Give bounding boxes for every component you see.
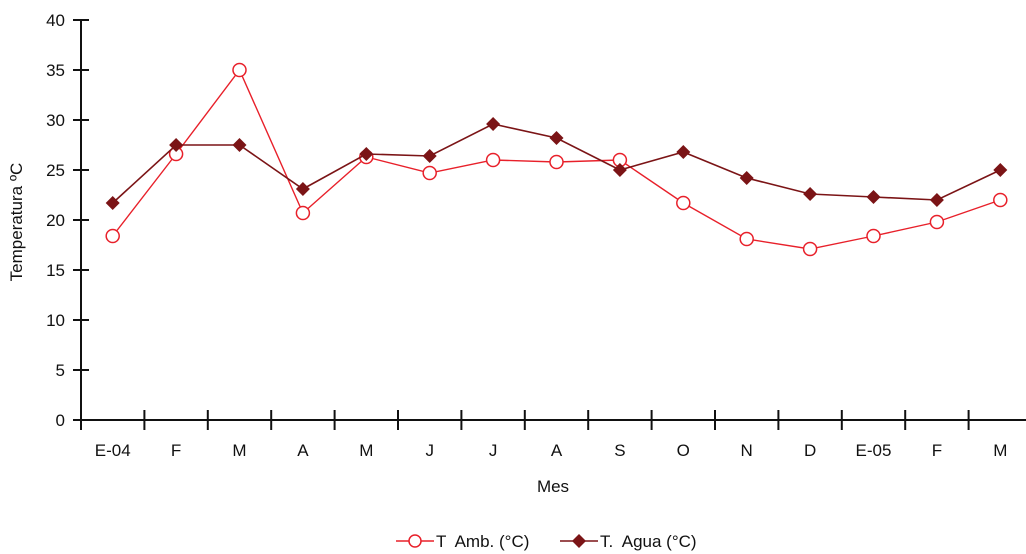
- data-point: [929, 193, 944, 207]
- legend-label-t-amb: T Amb. (°C): [436, 532, 529, 551]
- data-point: [739, 231, 754, 247]
- data-point: [676, 145, 691, 159]
- data-point: [929, 214, 945, 230]
- data-point: [866, 190, 881, 204]
- y-tick-label: 10: [46, 311, 65, 330]
- x-tick-label: M: [232, 441, 246, 460]
- x-tick-label: E-04: [95, 441, 131, 460]
- data-point: [485, 152, 501, 168]
- y-tick-label: 25: [46, 161, 65, 180]
- y-tick-label: 30: [46, 111, 65, 130]
- x-tick-label: M: [359, 441, 373, 460]
- legend: T Amb. (°C) T. Agua (°C): [396, 532, 697, 551]
- y-tick-label: 20: [46, 211, 65, 230]
- y-tick-label: 0: [56, 411, 65, 430]
- x-tick-label: J: [425, 441, 434, 460]
- data-point: [866, 228, 881, 244]
- data-point: [105, 228, 120, 244]
- legend-item-t-amb: T Amb. (°C): [396, 532, 529, 551]
- data-point: [169, 138, 184, 152]
- series-t-amb: [105, 62, 1008, 257]
- data-point: [549, 154, 564, 170]
- y-tick-label: 35: [46, 61, 65, 80]
- x-tick-label: F: [171, 441, 181, 460]
- x-tick-label: F: [932, 441, 942, 460]
- x-axis-ticks: E-04 F M A M J J A S O N D E-05 F M: [80, 410, 1007, 460]
- data-point: [422, 165, 437, 181]
- y-axis-ticks: 0 5 10 15 20 25 30 35 40: [46, 11, 89, 430]
- x-tick-label: S: [614, 441, 625, 460]
- x-tick-label: D: [804, 441, 816, 460]
- data-point: [359, 147, 374, 161]
- data-point: [486, 117, 501, 131]
- data-point: [295, 205, 311, 221]
- series-t-agua: [105, 117, 1008, 210]
- legend-item-t-agua: T. Agua (°C): [560, 532, 697, 551]
- data-point: [993, 163, 1008, 177]
- data-point: [803, 187, 818, 201]
- y-tick-label: 5: [56, 361, 65, 380]
- data-point: [739, 171, 754, 185]
- data-point: [676, 195, 691, 211]
- x-tick-label: A: [297, 441, 309, 460]
- x-axis-title: Mes: [537, 477, 569, 496]
- series-layer: [105, 62, 1008, 257]
- legend-marker-t-agua: [572, 534, 586, 548]
- legend-marker-t-amb: [408, 534, 422, 548]
- data-point: [232, 138, 247, 152]
- y-axis-title: Temperatura ºC: [7, 163, 26, 282]
- y-tick-label: 40: [46, 11, 65, 30]
- x-tick-label: E-05: [856, 441, 892, 460]
- x-tick-label: O: [677, 441, 690, 460]
- axes: [80, 20, 1026, 421]
- data-point: [549, 131, 564, 145]
- data-point: [612, 163, 627, 177]
- data-point: [232, 62, 247, 78]
- x-tick-label: N: [741, 441, 753, 460]
- data-point: [802, 241, 818, 257]
- data-point: [295, 182, 310, 196]
- x-tick-label: M: [993, 441, 1007, 460]
- data-point: [993, 192, 1008, 208]
- data-point: [422, 149, 437, 163]
- data-point: [105, 196, 120, 210]
- x-tick-label: J: [489, 441, 498, 460]
- x-tick-label: A: [551, 441, 563, 460]
- y-tick-label: 15: [46, 261, 65, 280]
- legend-label-t-agua: T. Agua (°C): [600, 532, 697, 551]
